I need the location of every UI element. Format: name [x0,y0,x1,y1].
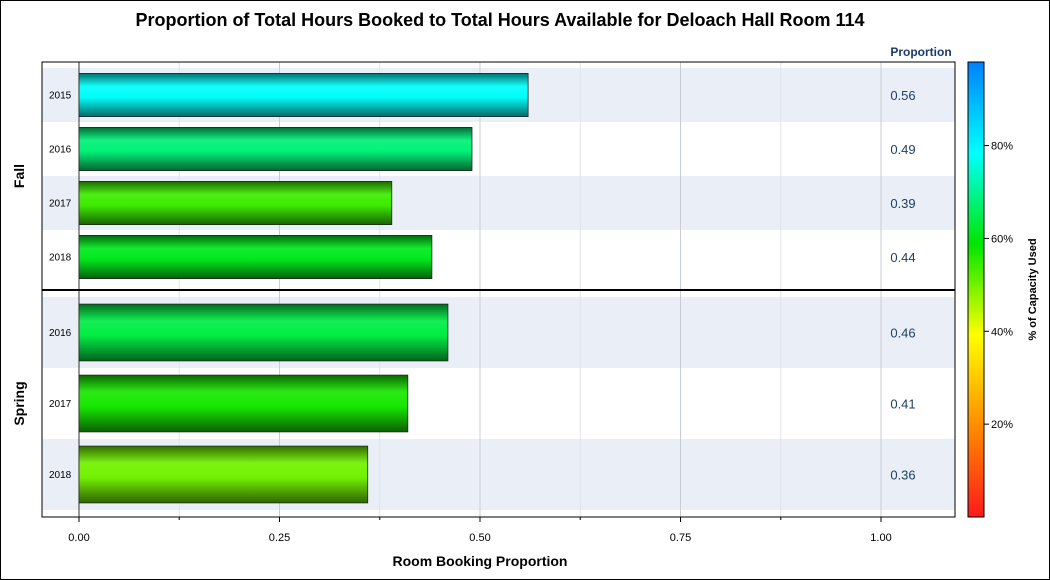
x-axis-label: Room Booking Proportion [393,553,568,569]
chart-title: Proportion of Total Hours Booked to Tota… [135,10,865,30]
category-tick-label: 2018 [49,253,72,264]
bar-fall-2017 [78,180,393,225]
colorbar [967,61,985,518]
bar-spring-2017 [78,374,409,433]
category-tick-label: 2018 [49,470,72,481]
category-tick-label: 2017 [49,199,72,210]
bar-fall-2018 [78,234,433,279]
value-label: 0.44 [890,250,915,265]
x-tick-label: 0.50 [469,532,490,544]
value-label: 0.39 [890,196,915,211]
category-tick-label: 2015 [49,91,72,102]
colorbar-tick-label: 80% [991,141,1013,153]
colorbar-tick-label: 40% [991,326,1013,338]
value-label: 0.56 [890,88,915,103]
category-tick-label: 2016 [49,328,72,339]
x-tick-label: 0.25 [269,532,290,544]
bar-fall-2015 [78,73,529,118]
colorbar-label: % of Capacity Used [1027,238,1039,340]
x-tick-label: 1.00 [870,532,891,544]
x-tick-label: 0.75 [670,532,691,544]
bar-spring-2016 [78,303,449,362]
bar-spring-2018 [78,445,369,504]
colorbar-tick-label: 60% [991,233,1013,245]
plot-border [41,61,956,518]
value-column-header: Proportion [890,45,951,59]
value-label: 0.49 [890,142,915,157]
value-label: 0.36 [890,468,915,483]
panel-label: Spring [11,381,27,425]
category-tick-label: 2017 [49,399,72,410]
x-tick-label: 0.00 [68,532,89,544]
colorbar-tick-label: 20% [991,419,1013,431]
category-tick-label: 2016 [49,145,72,156]
value-label: 0.41 [890,397,915,412]
value-label: 0.46 [890,326,915,341]
bar-fall-2016 [78,127,473,172]
panel-label: Fall [11,164,27,188]
